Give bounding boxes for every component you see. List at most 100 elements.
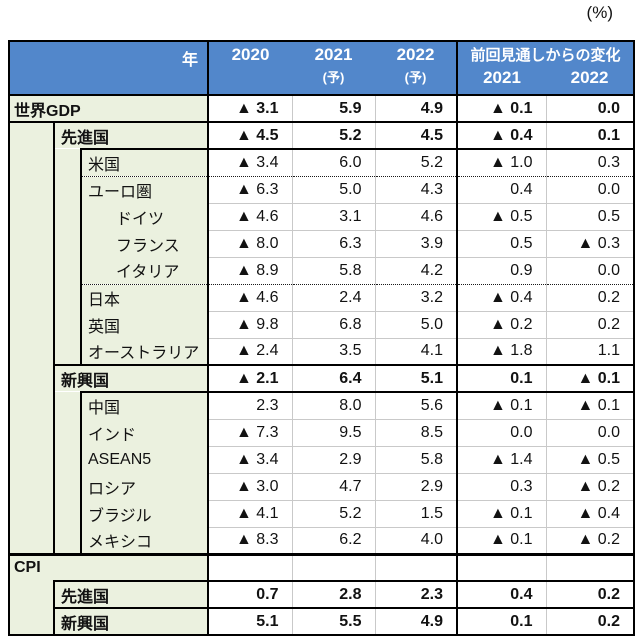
value-cell: ▲ 3.0 [207, 473, 293, 501]
value-cell: 1.1 [545, 338, 635, 366]
row-label: 先進国 [54, 581, 209, 609]
indent-strip [54, 473, 82, 500]
indent-strip [9, 257, 55, 284]
value-cell: ▲ 8.3 [207, 527, 293, 556]
value-cell: 5.2 [291, 500, 376, 528]
table-row: 新興国 5.1 5.5 4.9 0.1 0.2 [9, 608, 635, 635]
value-cell: 3.1 [291, 203, 376, 231]
value-cell: ▲ 0.2 [545, 473, 635, 501]
value-cell: 0.0 [456, 419, 547, 447]
value-cell: 1.5 [374, 500, 458, 528]
forecast-table: 年 2020 2021 2022 前回見通しからの変化 (予) (予) 2021… [8, 40, 636, 636]
indent-strip [9, 338, 55, 365]
value-cell: 3.9 [374, 230, 458, 258]
value-cell: 3.2 [374, 284, 458, 312]
value-cell: ▲ 1.4 [456, 446, 547, 474]
value-cell: ▲ 0.1 [456, 527, 547, 556]
value-cell: 5.8 [291, 257, 376, 285]
header-change-2021: 2021 [456, 67, 547, 96]
value-cell: ▲ 1.0 [456, 149, 547, 177]
value-cell: 3.5 [291, 338, 376, 366]
table-row: オーストラリア ▲ 2.4 3.5 4.1 ▲ 1.8 1.1 [9, 338, 635, 366]
value-cell: 2.9 [291, 446, 376, 474]
value-cell: 6.8 [291, 311, 376, 339]
value-cell: 6.2 [291, 527, 376, 556]
value-cell: 2.4 [291, 284, 376, 312]
row-label: ASEAN5 [81, 446, 209, 473]
value-cell: 5.1 [374, 365, 458, 393]
value-cell: ▲ 0.4 [456, 284, 547, 312]
value-cell: 6.3 [291, 230, 376, 258]
indent-strip [54, 203, 82, 230]
value-cell [207, 554, 293, 582]
value-cell: ▲ 0.1 [456, 500, 547, 528]
row-label: オーストラリア [81, 338, 209, 366]
row-label: 先進国 [54, 122, 209, 149]
value-cell: 5.0 [291, 176, 376, 204]
table-row: イタリア ▲ 8.9 5.8 4.2 0.9 0.0 [9, 257, 635, 285]
value-cell: ▲ 8.9 [207, 257, 293, 285]
value-cell: 5.6 [374, 392, 458, 420]
value-cell: ▲ 0.5 [456, 203, 547, 231]
value-cell: 0.0 [545, 419, 635, 447]
value-cell: ▲ 1.8 [456, 338, 547, 366]
value-cell [456, 554, 547, 582]
table-row: 先進国 0.7 2.8 2.3 0.4 0.2 [9, 581, 635, 609]
header-year: 年 [9, 41, 209, 96]
value-cell: ▲ 2.1 [207, 365, 293, 393]
indent-strip [54, 311, 82, 338]
value-cell: ▲ 4.6 [207, 203, 293, 231]
indent-strip [9, 419, 55, 446]
value-cell: ▲ 3.4 [207, 149, 293, 177]
value-cell: ▲ 0.4 [545, 500, 635, 528]
unit-label: (%) [586, 3, 613, 22]
row-label: フランス [81, 230, 209, 257]
row-label: CPI [9, 554, 54, 581]
indent-strip [9, 203, 55, 230]
value-cell: ▲ 0.4 [456, 122, 547, 150]
table-row: 新興国 ▲ 2.1 6.4 5.1 0.1 ▲ 0.1 [9, 365, 635, 393]
value-cell: 2.3 [207, 392, 293, 420]
header-change-title: 前回見通しからの変化 [456, 41, 635, 67]
value-cell [374, 554, 458, 582]
value-cell: 0.1 [545, 122, 635, 150]
indent-strip [54, 284, 82, 311]
value-cell: 8.5 [374, 419, 458, 447]
value-cell [545, 554, 635, 582]
indent-strip [9, 608, 55, 635]
indent-strip [54, 500, 82, 527]
value-cell: 5.5 [291, 608, 376, 635]
row-label: インド [81, 419, 209, 446]
indent-strip [9, 311, 55, 338]
value-cell: 0.1 [456, 608, 547, 635]
value-cell: 4.9 [374, 95, 458, 123]
table-row: ASEAN5 ▲ 3.4 2.9 5.8 ▲ 1.4 ▲ 0.5 [9, 446, 635, 474]
value-cell: ▲ 4.6 [207, 284, 293, 312]
row-label: ロシア [81, 473, 209, 500]
indent-strip [9, 176, 55, 203]
indent-strip [9, 284, 55, 311]
indent-strip [9, 581, 55, 608]
indent-strip [54, 392, 82, 419]
table-row: CPI [9, 554, 635, 582]
row-label: 新興国 [54, 608, 209, 635]
value-cell: 5.0 [374, 311, 458, 339]
table-row: インド ▲ 7.3 9.5 8.5 0.0 0.0 [9, 419, 635, 447]
row-label: 英国 [81, 311, 209, 338]
value-cell: 0.7 [207, 581, 293, 609]
value-cell: 0.3 [456, 473, 547, 501]
row-label: 中国 [81, 391, 209, 419]
row-label: イタリア [81, 257, 209, 285]
value-cell: 2.3 [374, 581, 458, 609]
header-forecast-2021: (予) [292, 67, 376, 96]
value-cell: ▲ 3.4 [207, 446, 293, 474]
value-cell: 4.9 [374, 608, 458, 635]
value-cell: 0.9 [456, 257, 547, 285]
value-cell: ▲ 4.1 [207, 500, 293, 528]
table-row: ドイツ ▲ 4.6 3.1 4.6 ▲ 0.5 0.5 [9, 203, 635, 231]
value-cell: ▲ 0.1 [456, 392, 547, 420]
table-row: ブラジル ▲ 4.1 5.2 1.5 ▲ 0.1 ▲ 0.4 [9, 500, 635, 528]
value-cell: 0.3 [545, 149, 635, 177]
row-label: 新興国 [54, 365, 209, 392]
row-label: 日本 [81, 284, 209, 311]
